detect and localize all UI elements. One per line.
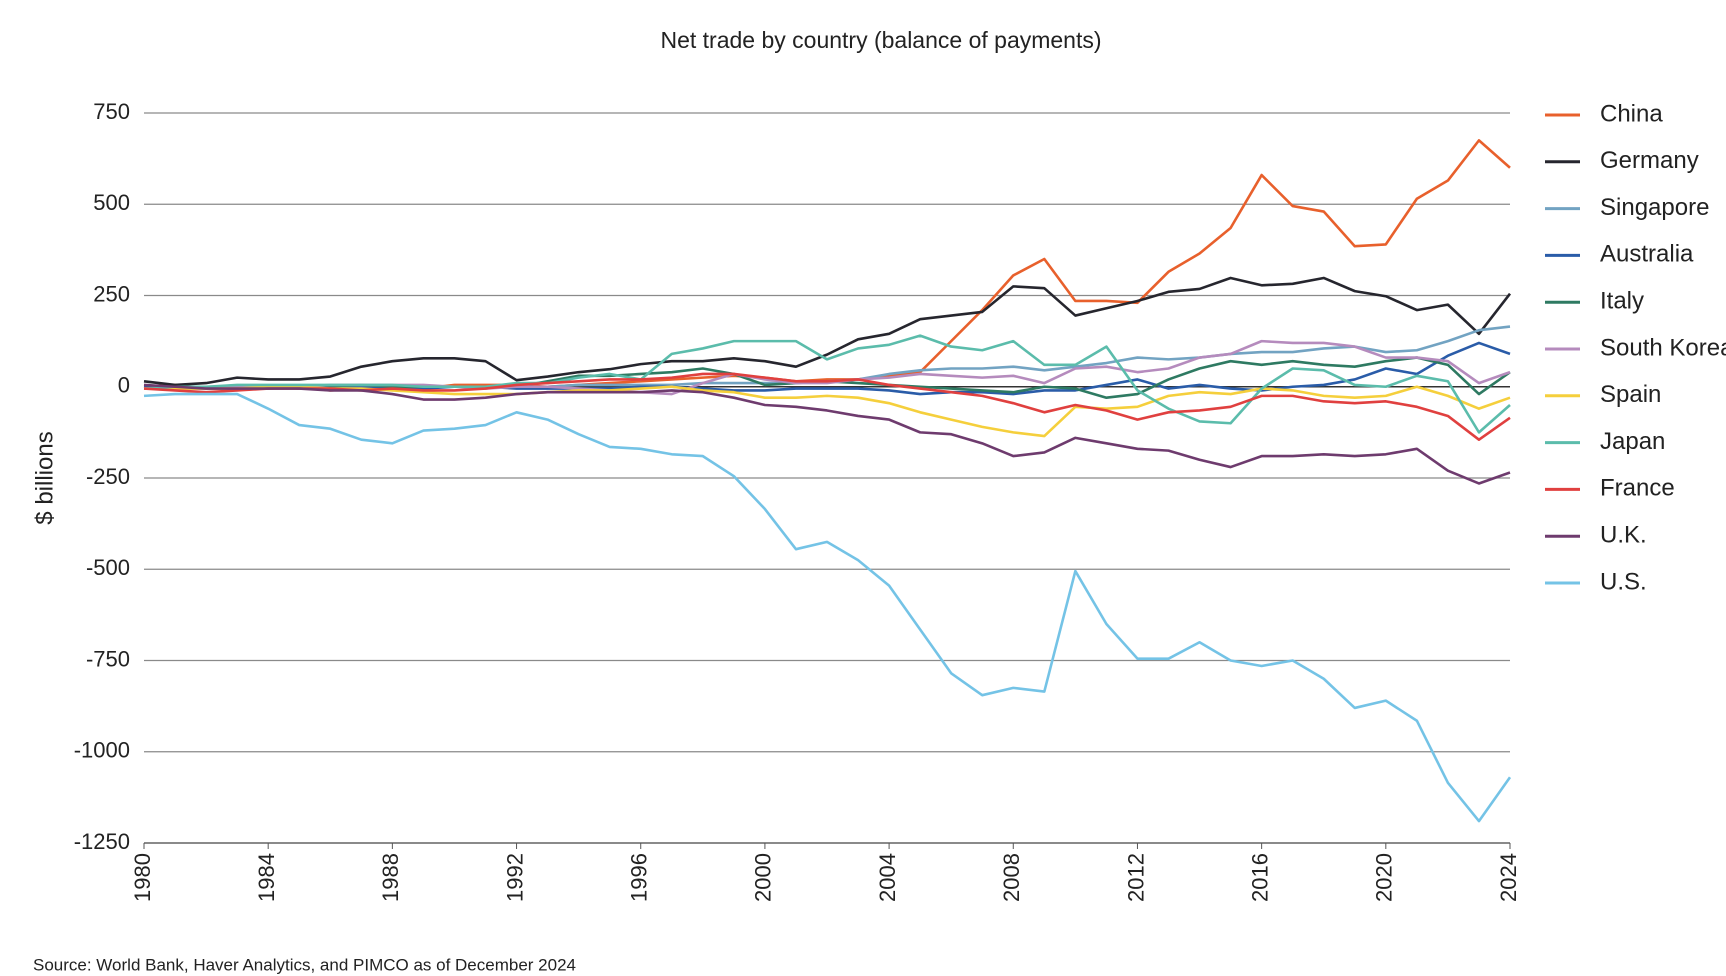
series-line: [143, 392, 1512, 823]
legend-label: Japan: [1600, 428, 1665, 455]
legend-label: Spain: [1600, 381, 1661, 408]
legend-label: France: [1600, 475, 1675, 502]
legend-label: Germany: [1600, 147, 1699, 174]
series-line: [143, 372, 1511, 441]
series-line: [143, 276, 1512, 387]
y-tick-label: 500: [93, 190, 130, 215]
chart-title: Net trade by country (balance of payment…: [660, 27, 1101, 53]
y-tick-label: -500: [86, 555, 130, 580]
x-tick-label: 1988: [378, 853, 403, 902]
y-tick-label: 250: [93, 281, 130, 306]
series-line: [143, 139, 1511, 392]
legend-label: Singapore: [1600, 194, 1709, 221]
y-tick-label: -1000: [74, 738, 130, 763]
legend-label: Italy: [1600, 288, 1644, 315]
x-tick-label: 1992: [502, 853, 527, 902]
y-tick-label: -250: [86, 464, 130, 489]
x-tick-label: 2016: [1247, 853, 1272, 902]
y-axis-label: $ billions: [31, 431, 58, 524]
series-line: [143, 383, 1511, 485]
x-tick-label: 1996: [627, 853, 652, 902]
x-tick-label: 2024: [1496, 853, 1521, 902]
x-tick-label: 1984: [254, 853, 279, 902]
legend-label: South Korea: [1600, 334, 1726, 361]
x-tick-label: 2008: [999, 853, 1024, 902]
y-tick-label: 0: [118, 373, 130, 398]
y-tick-label: -1250: [74, 829, 130, 854]
y-tick-label: 750: [93, 99, 130, 124]
legend-label: U.S.: [1600, 568, 1647, 595]
x-tick-label: 2000: [751, 853, 776, 902]
source-note: Source: World Bank, Haver Analytics, and…: [33, 955, 576, 974]
legend-label: China: [1600, 100, 1663, 127]
series-line: [144, 325, 1511, 389]
legend-label: Australia: [1600, 241, 1694, 268]
legend-label: U.K.: [1600, 522, 1647, 549]
y-tick-label: -750: [86, 646, 130, 671]
x-tick-label: 2012: [1123, 853, 1148, 902]
x-tick-label: 2020: [1372, 853, 1397, 902]
x-tick-label: 1980: [130, 853, 155, 902]
x-tick-label: 2004: [875, 853, 900, 902]
series-line: [143, 334, 1511, 434]
